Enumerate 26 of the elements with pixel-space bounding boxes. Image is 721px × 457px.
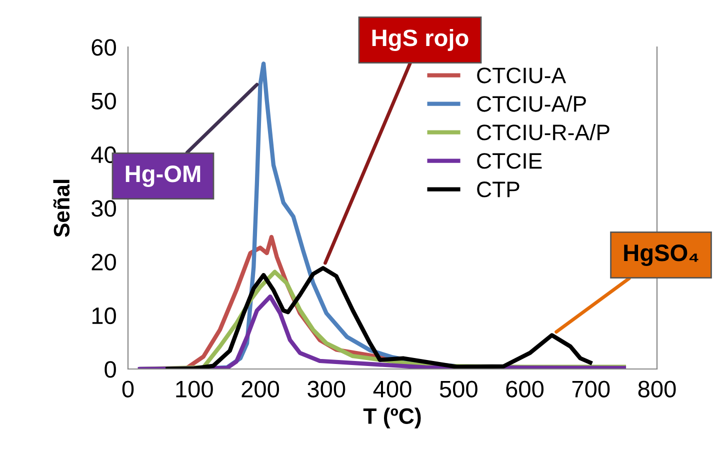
line-series xyxy=(166,266,592,369)
x-tick-label: 100 xyxy=(176,380,213,398)
y-tick-label: 20 xyxy=(92,254,116,270)
y-tick-label: 0 xyxy=(104,361,116,378)
legend-label: CTCIU-A/P xyxy=(477,95,586,112)
x-tick-label: 700 xyxy=(572,380,610,398)
y-axis-title: Señal xyxy=(53,180,70,238)
legend-label: CTCIE xyxy=(477,153,542,169)
y-tick-label: 60 xyxy=(92,39,116,56)
annotation: HgS rojo xyxy=(372,28,468,52)
y-tick-label: 10 xyxy=(92,307,116,324)
y-tick-label: 50 xyxy=(92,92,116,110)
y-tick-label: 30 xyxy=(92,200,116,217)
x-tick-label: 200 xyxy=(242,380,280,398)
x-tick-label: 300 xyxy=(308,380,346,398)
legend-label: CTP xyxy=(477,182,520,198)
legend-label: CTCIU-A xyxy=(477,68,566,84)
annotation: HgSO₄ xyxy=(624,244,698,266)
x-axis-title: T (ºC) xyxy=(363,408,421,428)
x-tick-label: 800 xyxy=(638,380,676,398)
x-tick-label: 400 xyxy=(373,380,412,398)
annotation: Hg-OM xyxy=(126,166,200,188)
legend-label: CTCIU-R-A/P xyxy=(477,124,610,140)
x-tick-label: 0 xyxy=(122,380,134,398)
x-tick-label: 600 xyxy=(506,380,544,398)
x-tick-label: 500 xyxy=(440,380,478,398)
